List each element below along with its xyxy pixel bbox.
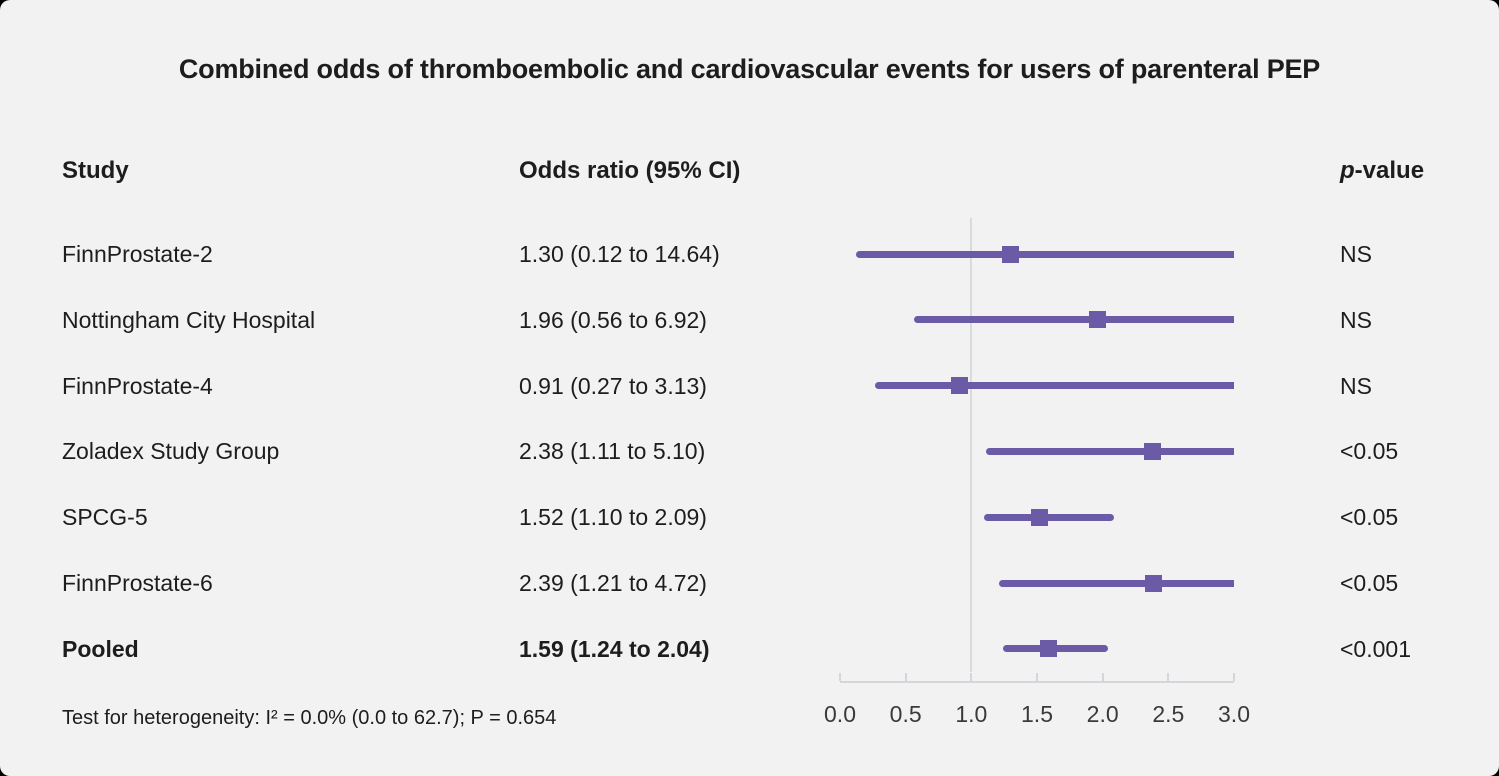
point-estimate-marker <box>951 377 968 395</box>
p-value-label: NS <box>1340 241 1372 267</box>
study-label: SPCG-5 <box>62 504 148 531</box>
confidence-interval-line <box>998 579 1234 587</box>
x-axis-tick-label: 1.5 <box>1021 701 1053 727</box>
confidence-interval-line <box>985 447 1234 455</box>
reference-line-x1 <box>970 218 973 672</box>
confidence-interval-line <box>855 250 1234 258</box>
x-axis-tick <box>839 673 841 681</box>
x-axis-tick <box>904 673 907 681</box>
x-axis-tick-label: 2.5 <box>1152 701 1185 727</box>
odds-ratio-label: 1.59 (1.24 to 2.04) <box>519 635 710 662</box>
x-axis-tick-label: 0.0 <box>824 701 856 727</box>
x-axis-line <box>840 681 1234 683</box>
odds-ratio-label: 1.96 (0.56 to 6.92) <box>519 306 707 333</box>
point-estimate-marker <box>1145 574 1163 592</box>
study-label: Nottingham City Hospital <box>62 306 316 333</box>
p-value-suffix: -value <box>1354 157 1425 184</box>
heterogeneity-note: Test for heterogeneity: I² = 0.0% (0.0 t… <box>62 707 557 729</box>
p-value-italic-p: p <box>1340 157 1355 184</box>
x-axis-tick <box>1036 673 1038 681</box>
point-estimate-marker <box>1088 311 1106 329</box>
study-label: FinnProstate-4 <box>62 372 213 399</box>
x-axis-tick <box>1233 673 1235 681</box>
p-value-label: <0.001 <box>1340 635 1411 662</box>
x-axis-tick <box>1167 673 1170 681</box>
odds-ratio-label: 1.30 (0.12 to 14.64) <box>519 241 720 267</box>
x-axis-tick-label: 2.0 <box>1086 701 1119 727</box>
column-header-p-value: p-value <box>1340 157 1424 185</box>
p-value-label: <0.05 <box>1340 570 1399 596</box>
point-estimate-marker <box>1002 245 1020 263</box>
study-label: Zoladex Study Group <box>62 438 280 465</box>
point-estimate-marker <box>1031 508 1049 526</box>
study-label: Pooled <box>62 635 139 662</box>
odds-ratio-label: 1.52 (1.10 to 2.09) <box>519 504 707 531</box>
column-header-odds-ratio: Odds ratio (95% CI) <box>519 157 741 184</box>
x-axis-tick <box>1101 673 1104 681</box>
column-header-study: Study <box>62 157 129 184</box>
odds-ratio-label: 0.91 (0.27 to 3.13) <box>519 372 707 399</box>
x-axis-tick-label: 0.5 <box>889 701 922 727</box>
odds-ratio-label: 2.38 (1.11 to 5.10) <box>519 438 706 465</box>
point-estimate-marker <box>1144 442 1162 460</box>
p-value-label: NS <box>1340 372 1372 399</box>
p-value-label: <0.05 <box>1340 438 1399 465</box>
x-axis-tick <box>970 673 973 681</box>
x-axis-tick-label: 3.0 <box>1218 701 1250 727</box>
point-estimate-marker <box>1040 640 1058 658</box>
x-axis-tick-label: 1.0 <box>955 701 988 727</box>
confidence-interval-line <box>984 513 1115 521</box>
study-label: FinnProstate-6 <box>62 570 213 596</box>
study-label: FinnProstate-2 <box>62 241 213 267</box>
p-value-label: <0.05 <box>1340 504 1399 531</box>
confidence-interval-line <box>875 382 1234 390</box>
odds-ratio-label: 2.39 (1.21 to 4.72) <box>519 570 707 596</box>
confidence-interval-line <box>913 316 1234 324</box>
p-value-label: NS <box>1340 306 1372 333</box>
chart-title: Combined odds of thromboembolic and card… <box>178 54 1321 84</box>
